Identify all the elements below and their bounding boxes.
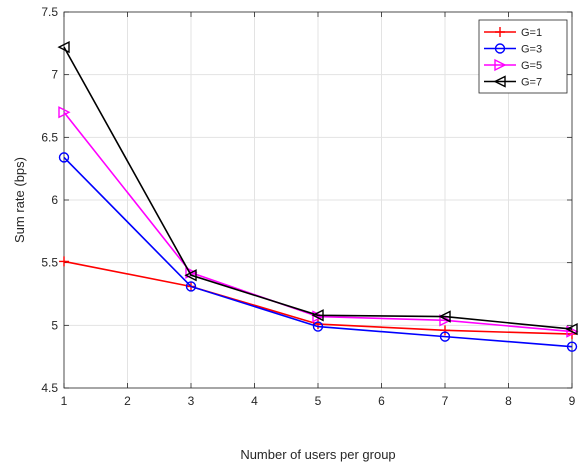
triangle-left-marker — [311, 309, 324, 322]
circle-marker — [439, 331, 451, 342]
y-tick-label: 5 — [51, 318, 58, 332]
circle-marker — [185, 281, 197, 292]
legend-label: G=1 — [521, 27, 542, 39]
y-tick-label: 4.5 — [41, 381, 58, 395]
x-tick-label: 3 — [188, 394, 195, 408]
circle-marker — [312, 321, 324, 332]
y-tick-label: 5.5 — [41, 256, 58, 270]
triangle-left-marker — [184, 269, 197, 282]
triangle-right-marker — [566, 325, 579, 338]
triangle-right-marker — [494, 58, 507, 72]
legend: G=1 G=3 G=5 G=7 — [478, 19, 568, 94]
circle-marker — [566, 341, 578, 352]
triangle-right-marker — [58, 106, 71, 119]
triangle-right-marker — [312, 310, 325, 323]
x-tick-label: 1 — [61, 394, 68, 408]
x-tick-label: 7 — [442, 394, 449, 408]
series-4 — [57, 40, 578, 336]
legend-label: G=7 — [521, 77, 542, 89]
y-tick-label: 7.5 — [41, 5, 58, 19]
x-tick-label: 2 — [124, 394, 131, 408]
legend-entry: G=5 — [484, 58, 542, 72]
axes: 1 2 3 4 5 6 7 8 9 4.5 5 5.5 6 6.5 7 7.5 — [41, 5, 575, 408]
y-tick-label: 6.5 — [41, 130, 58, 144]
legend-label: G=3 — [521, 44, 542, 56]
triangle-left-marker — [57, 40, 70, 54]
legend-entry: G=7 — [484, 75, 542, 89]
y-tick-label: 7 — [51, 68, 58, 82]
series-2 — [58, 152, 578, 352]
y-axis-title: Sum rate (bps) — [12, 157, 27, 243]
triangle-left-marker — [438, 310, 451, 323]
x-tick-label: 9 — [569, 394, 576, 408]
plus-marker — [440, 325, 450, 336]
series-layer — [57, 40, 579, 352]
series-line — [63, 111, 573, 333]
triangle-left-marker — [493, 75, 506, 88]
triangle-right-marker — [439, 314, 452, 327]
plus-marker — [495, 27, 505, 37]
legend-entry: G=3 — [484, 43, 542, 56]
circle-marker — [58, 152, 70, 163]
x-tick-label: 8 — [505, 394, 512, 408]
triangle-left-marker — [565, 322, 578, 336]
legend-label: G=5 — [521, 60, 542, 72]
x-tick-label: 4 — [251, 394, 258, 408]
y-tick-label: 6 — [51, 193, 58, 207]
series-line — [63, 156, 573, 348]
plus-marker — [59, 256, 69, 267]
legend-entry: G=1 — [484, 27, 542, 39]
series-line — [63, 46, 573, 330]
x-tick-label: 5 — [315, 394, 322, 408]
x-axis-title: Number of users per group — [240, 447, 395, 462]
circle-marker — [494, 43, 506, 54]
x-tick-label: 6 — [378, 394, 385, 408]
